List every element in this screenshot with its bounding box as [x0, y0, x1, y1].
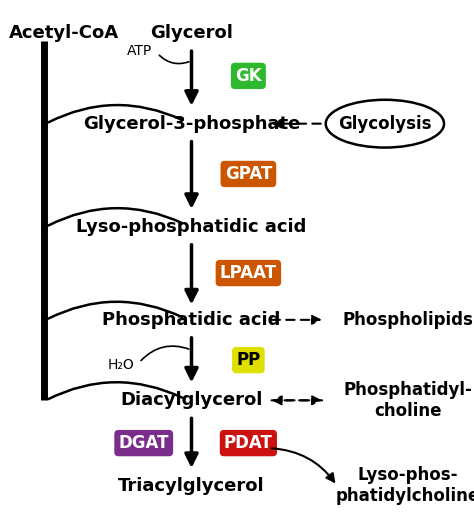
Text: PP: PP	[236, 351, 261, 369]
Text: Lyso-phosphatidic acid: Lyso-phosphatidic acid	[76, 218, 307, 236]
Text: Lyso-phos-
phatidylcholine: Lyso-phos- phatidylcholine	[336, 466, 474, 505]
Text: H₂O: H₂O	[108, 358, 134, 372]
Text: GPAT: GPAT	[225, 165, 272, 183]
Text: Phosphatidic acid: Phosphatidic acid	[102, 311, 281, 329]
Text: Phospholipids: Phospholipids	[342, 311, 473, 329]
Text: LPAAT: LPAAT	[220, 264, 277, 282]
Text: Diacylglycerol: Diacylglycerol	[120, 391, 263, 409]
Text: Acetyl-CoA: Acetyl-CoA	[9, 24, 119, 42]
Text: ATP: ATP	[127, 43, 152, 58]
Text: PDAT: PDAT	[224, 434, 273, 452]
Text: Triacylglycerol: Triacylglycerol	[118, 477, 265, 495]
Text: Phosphatidyl-
choline: Phosphatidyl- choline	[343, 381, 472, 420]
Text: DGAT: DGAT	[118, 434, 169, 452]
Text: GK: GK	[235, 67, 262, 85]
Text: Glycerol: Glycerol	[150, 24, 233, 42]
Text: Glycerol-3-phosphate: Glycerol-3-phosphate	[83, 115, 300, 133]
Text: Glycolysis: Glycolysis	[338, 115, 432, 133]
